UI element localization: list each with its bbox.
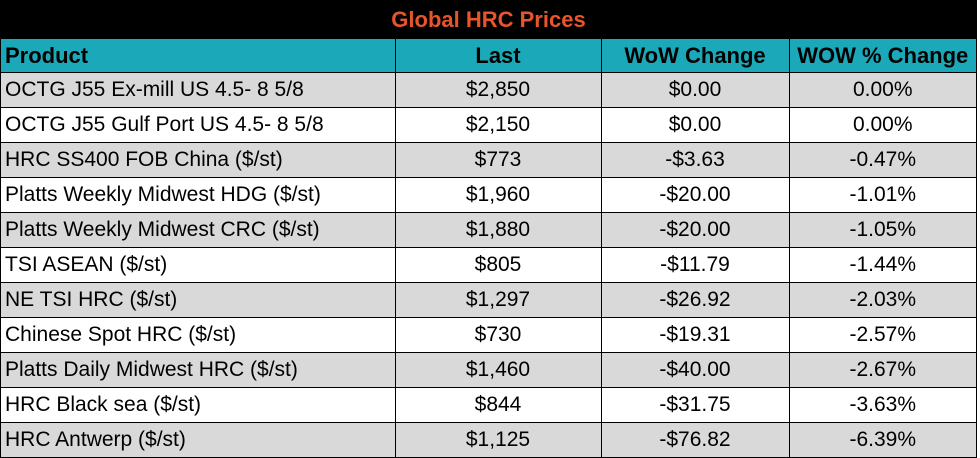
last-cell: $1,125 [394, 422, 601, 457]
last-cell: $2,850 [394, 72, 601, 108]
wow-pct-cell: -1.05% [788, 212, 976, 248]
table-row: HRC SS400 FOB China ($/st) $773 -$3.63 -… [1, 142, 976, 178]
wow-pct-cell: -2.57% [788, 317, 976, 353]
last-cell: $1,297 [394, 282, 601, 318]
wow-pct-cell: -1.44% [788, 247, 976, 283]
last-cell: $2,150 [394, 107, 601, 143]
product-cell: HRC Black sea ($/st) [1, 387, 395, 423]
wow-pct-cell: -6.39% [788, 422, 976, 457]
table-row: OCTG J55 Ex-mill US 4.5- 8 5/8 $2,850 $0… [1, 72, 976, 108]
wow-pct-cell: 0.00% [788, 107, 976, 143]
table-row: Platts Weekly Midwest HDG ($/st) $1,960 … [1, 177, 976, 213]
wow-pct-cell: -2.03% [788, 282, 976, 318]
price-table: Product Last WoW Change WOW % Change OCT… [1, 39, 976, 457]
wow-change-cell: -$76.82 [600, 422, 789, 457]
last-cell: $730 [394, 317, 601, 353]
wow-change-cell: -$11.79 [600, 247, 789, 283]
column-header-wow-pct-change: WOW % Change [788, 39, 976, 73]
table-row: TSI ASEAN ($/st) $805 -$11.79 -1.44% [1, 247, 976, 283]
header-row: Product Last WoW Change WOW % Change [1, 39, 976, 73]
product-cell: OCTG J55 Gulf Port US 4.5- 8 5/8 [1, 107, 395, 143]
wow-change-cell: -$40.00 [600, 352, 789, 388]
wow-change-cell: $0.00 [600, 107, 789, 143]
last-cell: $844 [394, 387, 601, 423]
table-row: OCTG J55 Gulf Port US 4.5- 8 5/8 $2,150 … [1, 107, 976, 143]
table-row: NE TSI HRC ($/st) $1,297 -$26.92 -2.03% [1, 282, 976, 318]
wow-change-cell: -$20.00 [600, 212, 789, 248]
product-cell: OCTG J55 Ex-mill US 4.5- 8 5/8 [1, 72, 395, 108]
product-cell: Platts Weekly Midwest HDG ($/st) [1, 177, 395, 213]
last-cell: $805 [394, 247, 601, 283]
table-title: Global HRC Prices [1, 1, 976, 39]
wow-pct-cell: -2.67% [788, 352, 976, 388]
wow-change-cell: -$31.75 [600, 387, 789, 423]
table-row: Platts Daily Midwest HRC ($/st) $1,460 -… [1, 352, 976, 388]
wow-pct-cell: 0.00% [788, 72, 976, 108]
column-header-wow-change: WoW Change [600, 39, 789, 73]
product-cell: Platts Daily Midwest HRC ($/st) [1, 352, 395, 388]
column-header-product: Product [1, 39, 395, 73]
product-cell: HRC SS400 FOB China ($/st) [1, 142, 395, 178]
wow-pct-cell: -3.63% [788, 387, 976, 423]
table-row: HRC Antwerp ($/st) $1,125 -$76.82 -6.39% [1, 422, 976, 457]
last-cell: $1,960 [394, 177, 601, 213]
wow-pct-cell: -0.47% [788, 142, 976, 178]
column-header-last: Last [394, 39, 601, 73]
wow-change-cell: -$26.92 [600, 282, 789, 318]
table-row: Chinese Spot HRC ($/st) $730 -$19.31 -2.… [1, 317, 976, 353]
wow-pct-cell: -1.01% [788, 177, 976, 213]
wow-change-cell: -$19.31 [600, 317, 789, 353]
last-cell: $773 [394, 142, 601, 178]
last-cell: $1,880 [394, 212, 601, 248]
wow-change-cell: $0.00 [600, 72, 789, 108]
product-cell: NE TSI HRC ($/st) [1, 282, 395, 318]
table-row: Platts Weekly Midwest CRC ($/st) $1,880 … [1, 212, 976, 248]
table-row: HRC Black sea ($/st) $844 -$31.75 -3.63% [1, 387, 976, 423]
product-cell: Chinese Spot HRC ($/st) [1, 317, 395, 353]
product-cell: Platts Weekly Midwest CRC ($/st) [1, 212, 395, 248]
product-cell: TSI ASEAN ($/st) [1, 247, 395, 283]
wow-change-cell: -$20.00 [600, 177, 789, 213]
wow-change-cell: -$3.63 [600, 142, 789, 178]
last-cell: $1,460 [394, 352, 601, 388]
product-cell: HRC Antwerp ($/st) [1, 422, 395, 457]
